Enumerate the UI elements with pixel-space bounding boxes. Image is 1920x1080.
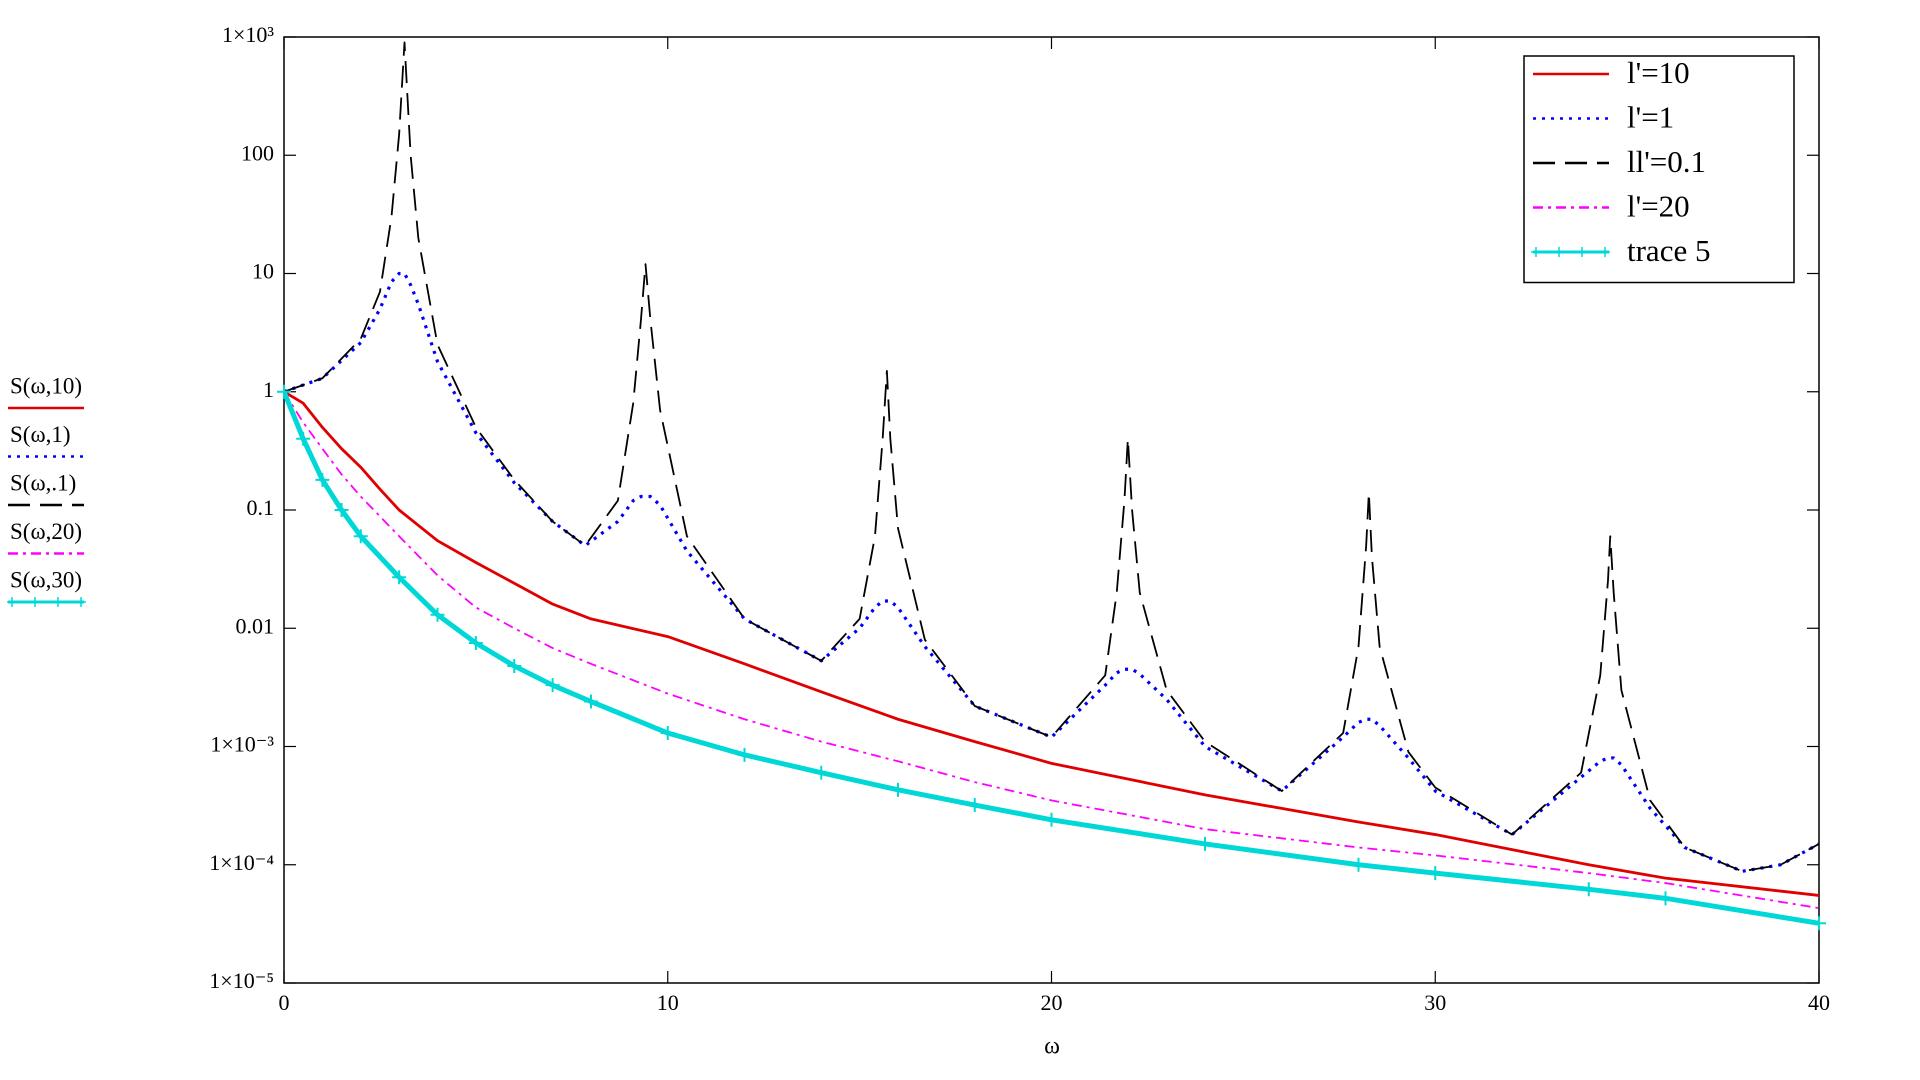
y-tick-label: 100 — [241, 140, 274, 165]
legend-label: ll'=0.1 — [1627, 144, 1706, 179]
series-marker — [1812, 916, 1826, 931]
y-axis-expression: S(ω,.1) — [10, 470, 76, 495]
series-marker — [814, 765, 829, 780]
series-marker — [1428, 866, 1443, 881]
series-marker — [545, 678, 560, 693]
legend-label: l'=10 — [1627, 55, 1690, 90]
expression-marker — [53, 597, 63, 607]
legend-label: l'=20 — [1627, 189, 1690, 224]
series-marker — [891, 782, 905, 797]
y-axis-expression: S(ω,20) — [10, 519, 82, 544]
series-line — [284, 391, 1819, 909]
legend-label: trace 5 — [1627, 233, 1710, 268]
x-tick-label: 10 — [657, 990, 679, 1015]
y-axis-expression: S(ω,30) — [10, 567, 82, 592]
legend-box — [1523, 55, 1795, 284]
y-tick-label: 10 — [252, 259, 274, 284]
expression-marker — [76, 597, 86, 607]
y-tick-label: 0.1 — [247, 495, 275, 520]
x-tick-label: 20 — [1041, 990, 1063, 1015]
legend-marker — [1577, 247, 1587, 257]
x-tick-label: 30 — [1424, 990, 1446, 1015]
series-marker — [737, 747, 752, 762]
series-line — [284, 41, 1819, 873]
series-marker — [334, 503, 349, 517]
x-axis-label: ω — [1044, 1034, 1060, 1060]
y-tick-label: 0.01 — [236, 613, 275, 638]
series-marker — [1044, 812, 1059, 827]
y-tick-label: 1×10⁻³ — [210, 732, 274, 757]
series-marker — [315, 472, 330, 487]
x-tick-label: 0 — [279, 990, 290, 1015]
series-line — [284, 390, 1819, 897]
legend-label: l'=1 — [1627, 100, 1674, 135]
series-marker — [1581, 882, 1596, 897]
y-tick-label: 1×10⁻⁵ — [209, 968, 274, 993]
series-line — [284, 271, 1819, 873]
expression-marker — [7, 597, 17, 607]
series-marker — [468, 636, 483, 651]
series-marker — [660, 726, 675, 741]
series-marker — [507, 658, 522, 673]
series-marker — [584, 694, 598, 709]
y-tick-label: 1 — [263, 377, 274, 402]
series-marker — [430, 607, 445, 622]
series-marker — [1658, 891, 1673, 906]
y-tick-label: 1×10⁻⁴ — [209, 850, 274, 875]
y-axis-expression: S(ω,1) — [10, 422, 71, 447]
series-marker — [1198, 836, 1212, 851]
x-tick-label: 40 — [1808, 990, 1830, 1015]
legend-marker — [1531, 247, 1541, 257]
y-axis-expression: S(ω,10) — [10, 373, 82, 398]
expression-marker — [30, 597, 40, 607]
legend-marker — [1600, 247, 1610, 257]
series-marker — [296, 431, 311, 446]
series-marker — [277, 384, 291, 399]
legend-marker — [1554, 247, 1564, 257]
series-marker — [392, 570, 407, 585]
series-marker — [967, 798, 982, 813]
series-line — [284, 390, 1819, 926]
y-tick-label: 1×10³ — [222, 22, 274, 47]
series-marker — [353, 529, 368, 544]
series-marker — [1351, 857, 1366, 872]
